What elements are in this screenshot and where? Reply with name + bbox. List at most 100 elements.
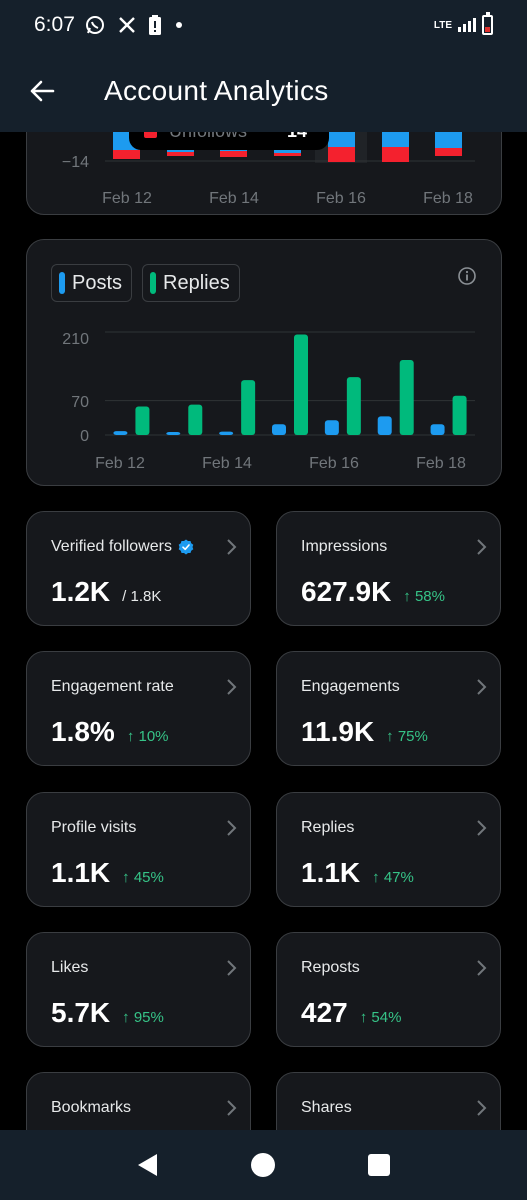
metric-value: 11.9K — [301, 716, 375, 747]
bar-posts — [272, 424, 286, 435]
arrow-left-icon — [30, 80, 55, 102]
metric-value: 1.1K — [51, 857, 111, 888]
y-tick-label: −14 — [62, 154, 89, 171]
metric-replies[interactable]: Replies 1.1K ↑ 47% — [276, 792, 501, 907]
tooltip-value: 14 — [287, 132, 307, 141]
metric-engagement-rate[interactable]: Engagement rate 1.8% ↑ 10% — [26, 651, 251, 766]
x-tick-label: Feb 14 — [209, 190, 259, 207]
metric-change: ↑ 75% — [386, 728, 428, 745]
bar-replies — [135, 406, 150, 435]
metric-change: ↑ 10% — [126, 728, 169, 745]
bar-unfollows — [220, 151, 247, 157]
bar-replies — [399, 359, 414, 435]
metric-value: 1.2K — [51, 576, 111, 607]
analytics-content[interactable]: Unfollows 14 −14 Feb 12 Feb 14 Feb 16 Fe… — [0, 132, 527, 1130]
bar-replies — [346, 377, 361, 435]
posts-replies-chart-card: Posts Replies 210 70 0 Feb 12 Feb 14 Feb… — [26, 239, 502, 486]
legend-label-posts: Posts — [72, 271, 123, 294]
bar-unfollows — [274, 153, 301, 156]
metric-verified-followers[interactable]: Verified followers 1.2K / 1.8K — [26, 511, 251, 626]
x-icon — [119, 17, 135, 33]
bar-unfollows — [435, 148, 462, 156]
chevron-right-icon — [227, 539, 237, 555]
x-tick-label: Feb 18 — [416, 455, 466, 472]
x-tick-label: Feb 16 — [309, 455, 359, 472]
whatsapp-icon — [85, 16, 104, 34]
metric-change: ↑ 58% — [403, 588, 445, 605]
chevron-right-icon — [477, 820, 487, 836]
metric-label: Engagements — [301, 678, 400, 695]
bar-posts — [219, 431, 234, 435]
metric-label: Verified followers — [51, 538, 172, 555]
chevron-right-icon — [227, 820, 237, 836]
legend-posts[interactable]: Posts — [51, 264, 133, 302]
status-time: 6:07 — [34, 13, 75, 36]
chevron-right-icon — [477, 679, 487, 695]
bar-unfollows — [328, 147, 355, 162]
chart-tooltip: Unfollows 14 — [129, 132, 329, 150]
legend-swatch-replies — [150, 272, 157, 294]
metric-label: Bookmarks — [51, 1099, 132, 1116]
metric-profile-visits[interactable]: Profile visits 1.1K ↑ 45% — [26, 792, 251, 907]
metric-value: 427 — [301, 997, 348, 1028]
metric-total: / 1.8K — [122, 588, 162, 605]
bar-posts — [113, 431, 128, 435]
bar-replies — [452, 395, 467, 435]
tooltip-label: Unfollows — [169, 132, 247, 141]
followers-chart-card: Unfollows 14 −14 Feb 12 Feb 14 Feb 16 Fe… — [26, 132, 502, 215]
metric-reposts[interactable]: Reposts 427 ↑ 54% — [276, 932, 501, 1047]
back-button[interactable] — [20, 69, 64, 113]
metric-impressions[interactable]: Impressions 627.9K ↑ 58% — [276, 511, 501, 626]
bar-replies — [188, 404, 203, 435]
nav-home-button[interactable] — [243, 1145, 283, 1185]
metric-shares[interactable]: Shares — [276, 1072, 501, 1130]
metric-change: ↑ 95% — [122, 1009, 164, 1026]
metric-label: Engagement rate — [51, 678, 174, 695]
verified-badge-icon — [178, 539, 194, 555]
legend-label-replies: Replies — [163, 271, 230, 294]
app-bar: Account Analytics — [0, 50, 527, 132]
nav-back-button[interactable] — [128, 1145, 168, 1185]
bar-follows — [435, 132, 462, 148]
metric-label: Profile visits — [51, 819, 137, 836]
metric-value: 1.1K — [301, 857, 361, 888]
nav-recents-button[interactable] — [359, 1145, 399, 1185]
y-tick-label: 210 — [62, 331, 89, 348]
legend-swatch-posts — [59, 272, 65, 294]
bar-posts — [377, 416, 392, 435]
x-tick-label: Feb 12 — [95, 455, 145, 472]
battery-icon — [482, 12, 493, 35]
recents-square-icon — [368, 1154, 391, 1176]
x-tick-label: Feb 12 — [102, 190, 152, 207]
metric-value: 1.8% — [51, 716, 115, 747]
info-icon[interactable] — [457, 266, 477, 286]
metric-label: Shares — [301, 1099, 352, 1116]
x-tick-label: Feb 18 — [423, 190, 473, 207]
metric-label: Replies — [301, 819, 355, 836]
metric-value: 627.9K — [301, 576, 392, 607]
metric-label: Impressions — [301, 538, 388, 555]
metric-bookmarks[interactable]: Bookmarks — [26, 1072, 251, 1130]
metric-likes[interactable]: Likes 5.7K ↑ 95% — [26, 932, 251, 1047]
metric-change: ↑ 54% — [359, 1009, 402, 1026]
system-nav-bar — [0, 1130, 527, 1200]
chevron-right-icon — [227, 679, 237, 695]
bar-posts — [166, 432, 181, 435]
metric-change: ↑ 47% — [372, 869, 414, 886]
followers-chart: Unfollows 14 −14 Feb 12 Feb 14 Feb 16 Fe… — [62, 132, 475, 207]
chevron-right-icon — [477, 539, 487, 555]
chevron-right-icon — [477, 960, 487, 976]
metric-engagements[interactable]: Engagements 11.9K ↑ 75% — [276, 651, 501, 766]
tooltip-swatch — [144, 132, 157, 138]
metric-value: 5.7K — [51, 997, 111, 1028]
dot-icon — [175, 22, 182, 28]
home-circle-icon — [251, 1153, 276, 1177]
bar-posts — [324, 420, 339, 435]
chevron-right-icon — [477, 1100, 487, 1116]
legend-replies[interactable]: Replies — [142, 264, 240, 302]
battery-alert-icon — [148, 15, 161, 35]
x-tick-label: Feb 16 — [316, 190, 366, 207]
chevron-right-icon — [227, 960, 237, 976]
metric-label: Reposts — [301, 959, 360, 976]
bar-replies — [241, 380, 256, 435]
